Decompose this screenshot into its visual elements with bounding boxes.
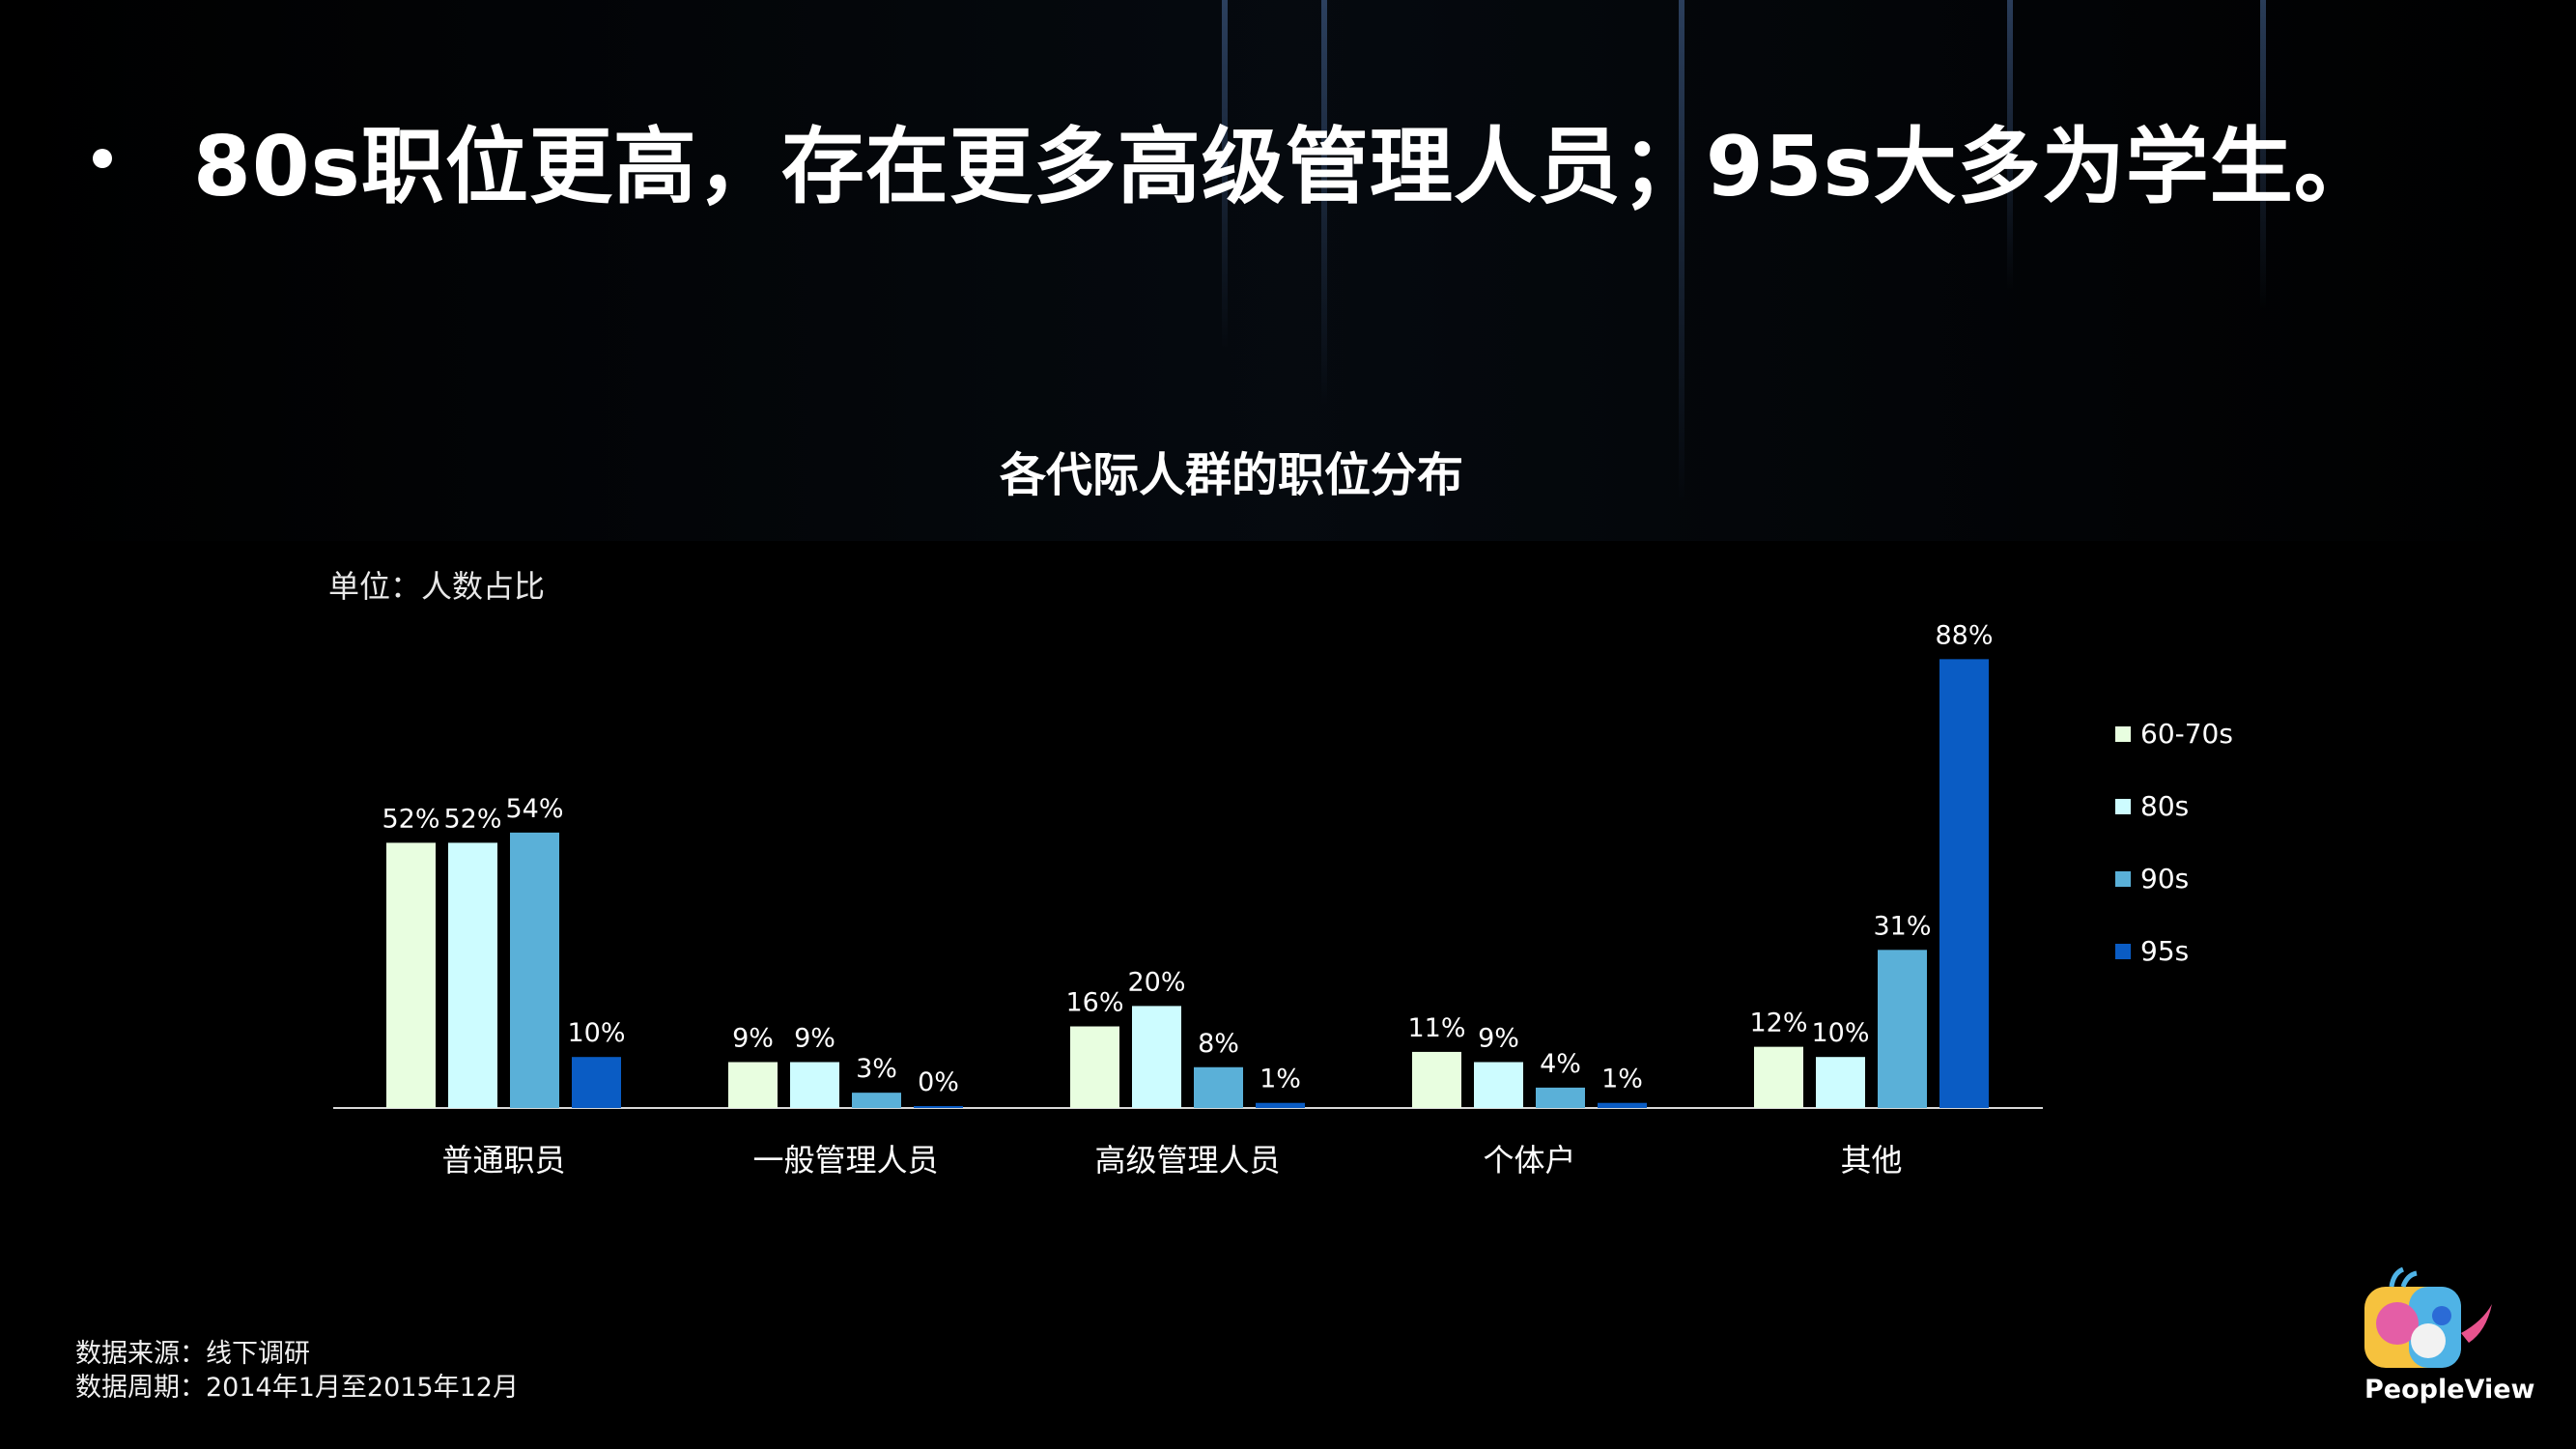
data-period: 数据周期：2014年1月至2015年12月 xyxy=(75,1373,519,1403)
category-label: 个体户 xyxy=(1483,1142,1575,1179)
data-label: 10% xyxy=(567,1018,625,1048)
bar-95s-1 xyxy=(914,1106,963,1108)
data-label: 31% xyxy=(1873,911,1931,941)
data-label: 52% xyxy=(443,804,501,834)
data-label: 9% xyxy=(794,1023,835,1053)
data-label: 12% xyxy=(1749,1009,1807,1038)
data-label: 8% xyxy=(1198,1029,1239,1059)
bar-60-70s-3 xyxy=(1412,1051,1461,1108)
legend-label: 90s xyxy=(2140,863,2190,895)
data-label: 10% xyxy=(1811,1018,1869,1048)
bar-80s-4 xyxy=(1816,1057,1865,1108)
bar-90s-3 xyxy=(1536,1087,1585,1108)
background-streak xyxy=(2260,0,2266,309)
bar-90s-4 xyxy=(1878,950,1927,1108)
data-label: 9% xyxy=(732,1023,774,1053)
legend-swatch xyxy=(2115,725,2131,742)
legend-item: 95s xyxy=(2115,915,2233,987)
bar-90s-2 xyxy=(1194,1066,1243,1108)
brand-logo: PeopleView xyxy=(2357,1256,2550,1410)
background-streaks xyxy=(0,0,2576,541)
whale-logo-icon xyxy=(2364,1266,2492,1368)
data-label: 52% xyxy=(382,804,439,834)
brand-name: PeopleView xyxy=(2364,1375,2535,1405)
headline: 80s职位更高，存在更多高级管理人员；95s大多为学生。 xyxy=(93,100,2378,216)
bar-80s-2 xyxy=(1132,1006,1181,1108)
bar-95s-4 xyxy=(1939,659,1989,1108)
data-label: 88% xyxy=(1935,620,1993,650)
legend-item: 60-70s xyxy=(2115,697,2233,770)
data-label: 4% xyxy=(1540,1049,1581,1079)
legend-swatch xyxy=(2115,798,2131,814)
legend-item: 80s xyxy=(2115,770,2233,842)
category-label: 高级管理人员 xyxy=(1094,1142,1280,1179)
legend-label: 80s xyxy=(2140,790,2190,822)
data-label: 1% xyxy=(1260,1065,1301,1094)
legend-item: 90s xyxy=(2115,842,2233,915)
bar-80s-3 xyxy=(1474,1062,1523,1108)
data-source: 数据来源：线下调研 xyxy=(75,1339,310,1369)
category-label: 其他 xyxy=(1840,1142,1902,1179)
data-label: 3% xyxy=(856,1054,897,1084)
headline-text: 80s职位更高，存在更多高级管理人员；95s大多为学生。 xyxy=(193,118,2378,215)
data-label: 1% xyxy=(1601,1065,1643,1094)
background-streak xyxy=(2007,0,2013,290)
bar-80s-0 xyxy=(448,842,497,1108)
background-streak xyxy=(1321,0,1327,406)
bullet-icon xyxy=(93,149,112,168)
data-label: 54% xyxy=(505,794,563,824)
category-label: 一般管理人员 xyxy=(752,1142,938,1179)
background-streak xyxy=(1222,0,1228,348)
chart-legend: 60-70s 80s 90s 95s xyxy=(2115,697,2233,987)
bar-60-70s-1 xyxy=(728,1062,778,1108)
bar-90s-1 xyxy=(852,1093,901,1108)
bar-95s-3 xyxy=(1598,1102,1647,1108)
bar-60-70s-2 xyxy=(1070,1026,1119,1108)
unit-label: 单位：人数占比 xyxy=(328,568,546,605)
data-label: 20% xyxy=(1127,967,1185,997)
bar-95s-0 xyxy=(572,1057,621,1108)
category-label: 普通职员 xyxy=(441,1142,565,1179)
bar-60-70s-0 xyxy=(386,842,436,1108)
bar-80s-1 xyxy=(790,1062,839,1108)
bar-95s-2 xyxy=(1256,1102,1305,1108)
legend-label: 95s xyxy=(2140,935,2190,967)
bar-60-70s-4 xyxy=(1754,1046,1803,1108)
bar-90s-0 xyxy=(510,832,559,1108)
legend-swatch xyxy=(2115,943,2131,959)
chart-title: 各代际人群的职位分布 xyxy=(999,448,1463,502)
data-label: 11% xyxy=(1407,1013,1465,1043)
background-streak xyxy=(1679,0,1684,502)
data-label: 16% xyxy=(1065,988,1123,1018)
legend-swatch xyxy=(2115,870,2131,887)
data-label: 0% xyxy=(918,1067,959,1097)
legend-label: 60-70s xyxy=(2140,718,2233,750)
footer-notes: 数据来源：线下调研 数据周期：2014年1月至2015年12月 xyxy=(75,1337,519,1405)
data-label: 9% xyxy=(1478,1023,1519,1053)
